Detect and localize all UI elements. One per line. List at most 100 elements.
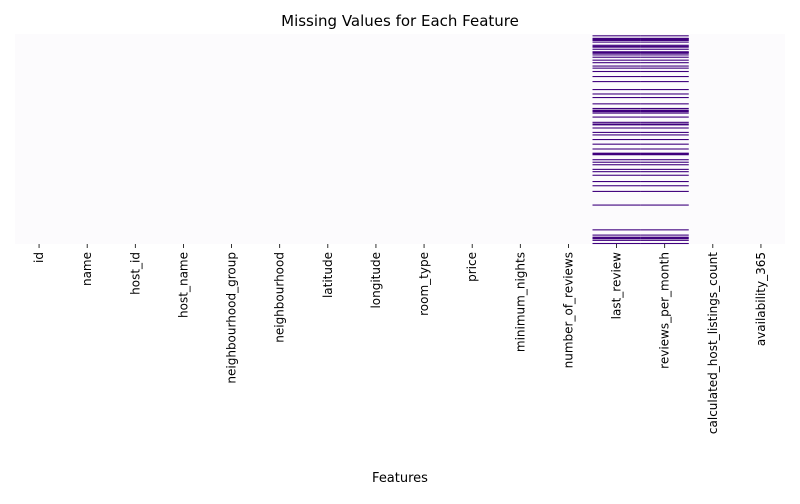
missing-cell-reviews_per_month-45 [640, 229, 689, 231]
missing-cell-reviews_per_month-20 [640, 97, 689, 99]
missing-cell-last_review-21 [592, 103, 641, 105]
missing-cell-reviews_per_month-12 [640, 62, 689, 64]
missing-cell-reviews_per_month-49 [640, 37, 689, 41]
missing-cell-reviews_per_month-38 [640, 168, 689, 170]
x-tick-label-neighbourhood_group: neighbourhood_group [225, 252, 239, 384]
missing-cell-reviews_per_month-46 [640, 234, 689, 236]
missing-cell-reviews_per_month-19 [640, 93, 689, 95]
x-tick-label-calculated_host_listings_count: calculated_host_listings_count [706, 252, 720, 434]
missing-cell-last_review-49 [592, 37, 641, 41]
missing-cell-reviews_per_month-0 [640, 35, 689, 37]
missing-cell-reviews_per_month-24 [640, 116, 689, 118]
missing-cell-reviews_per_month-36 [640, 161, 689, 163]
missing-cell-last_review-44 [592, 204, 641, 206]
missing-cell-reviews_per_month-2 [640, 39, 689, 41]
missing-cell-last_review-46 [592, 234, 641, 236]
missing-cell-last_review-9 [592, 54, 641, 56]
missing-cell-last_review-32 [592, 143, 641, 145]
missing-cell-reviews_per_month-25 [640, 121, 689, 123]
missing-cell-reviews_per_month-52 [640, 152, 689, 156]
missing-cell-reviews_per_month-28 [640, 127, 689, 129]
missing-cell-reviews_per_month-44 [640, 204, 689, 206]
missing-cell-last_review-4 [592, 44, 641, 46]
missing-cell-last_review-52 [592, 152, 641, 156]
missing-cell-last_review-41 [592, 181, 641, 183]
missing-value-cells [592, 35, 689, 245]
missing-cell-last_review-39 [592, 171, 641, 173]
missing-cell-last_review-15 [592, 70, 641, 73]
missing-cell-last_review-19 [592, 93, 641, 95]
missing-cell-last_review-40 [592, 174, 641, 176]
missing-cell-last_review-23 [592, 112, 641, 114]
missing-cell-reviews_per_month-11 [640, 59, 689, 61]
x-tick-label-host_id: host_id [128, 252, 142, 295]
missing-cell-reviews_per_month-15 [640, 70, 689, 73]
x-tick-label-minimum_nights: minimum_nights [513, 252, 527, 352]
missing-cell-last_review-11 [592, 59, 641, 61]
x-tick-label-reviews_per_month: reviews_per_month [658, 252, 672, 369]
missing-cell-last_review-16 [592, 76, 641, 78]
missing-cell-reviews_per_month-3 [640, 41, 689, 43]
x-tick-label-room_type: room_type [417, 252, 431, 316]
missing-cell-last_review-25 [592, 121, 641, 123]
missing-cell-last_review-6 [592, 46, 641, 48]
missing-cell-reviews_per_month-32 [640, 143, 689, 145]
missing-cell-reviews_per_month-53 [640, 236, 689, 240]
missing-cell-last_review-53 [592, 236, 641, 240]
missing-cell-last_review-45 [592, 229, 641, 231]
missing-cell-reviews_per_month-42 [640, 185, 689, 187]
missing-cell-last_review-5 [592, 45, 641, 47]
missing-cell-last_review-28 [592, 127, 641, 129]
x-tick-label-name: name [80, 252, 94, 286]
missing-cell-reviews_per_month-35 [640, 159, 689, 161]
missing-cell-reviews_per_month-21 [640, 103, 689, 105]
missing-cell-reviews_per_month-10 [640, 56, 689, 58]
x-tick-label-last_review: last_review [610, 252, 624, 320]
x-tick-label-latitude: latitude [321, 252, 335, 298]
missing-cell-reviews_per_month-16 [640, 76, 689, 78]
missing-cell-last_review-2 [592, 39, 641, 41]
missing-cell-last_review-35 [592, 159, 641, 161]
missing-cell-last_review-29 [592, 131, 641, 133]
missing-cell-reviews_per_month-33 [640, 148, 689, 150]
missing-cell-reviews_per_month-43 [640, 190, 689, 192]
x-axis-label: Features [372, 471, 428, 486]
missing-cell-reviews_per_month-50 [640, 51, 689, 54]
missing-cell-last_review-47 [592, 239, 641, 241]
missing-cell-last_review-33 [592, 148, 641, 150]
missing-cell-last_review-7 [592, 48, 641, 50]
missing-cell-last_review-27 [592, 124, 641, 126]
missing-cell-last_review-24 [592, 116, 641, 118]
missing-cell-last_review-10 [592, 56, 641, 58]
missing-cell-reviews_per_month-7 [640, 48, 689, 50]
missing-cell-reviews_per_month-39 [640, 171, 689, 173]
missing-cell-last_review-26 [592, 123, 641, 125]
missing-cell-last_review-3 [592, 41, 641, 43]
missing-cell-reviews_per_month-40 [640, 174, 689, 176]
missing-cell-reviews_per_month-51 [640, 109, 689, 113]
missing-cell-last_review-51 [592, 109, 641, 113]
x-tick-label-neighbourhood: neighbourhood [273, 252, 287, 343]
missing-cell-last_review-18 [592, 89, 641, 91]
missing-cell-reviews_per_month-18 [640, 89, 689, 91]
missing-cell-reviews_per_month-5 [640, 45, 689, 47]
x-tick-label-id: id [32, 252, 46, 263]
missing-cell-reviews_per_month-48 [640, 242, 689, 245]
missing-cell-reviews_per_month-6 [640, 46, 689, 48]
x-tick-label-availability_365: availability_365 [754, 252, 768, 346]
missing-cell-last_review-48 [592, 242, 641, 245]
missing-cell-last_review-31 [592, 139, 641, 141]
missing-cell-reviews_per_month-47 [640, 239, 689, 241]
x-axis: id name host_id host_name neighbourhood_grou… [32, 244, 768, 434]
x-tick-label-longitude: longitude [369, 252, 383, 309]
missing-cell-last_review-37 [592, 164, 641, 166]
missing-cell-last_review-50 [592, 51, 641, 54]
missing-cell-reviews_per_month-22 [640, 107, 689, 110]
x-tick-label-price: price [465, 252, 479, 282]
missing-cell-last_review-22 [592, 107, 641, 110]
missing-cell-last_review-17 [592, 81, 641, 83]
missing-cell-reviews_per_month-9 [640, 54, 689, 56]
x-tick-label-number_of_reviews: number_of_reviews [561, 252, 575, 368]
